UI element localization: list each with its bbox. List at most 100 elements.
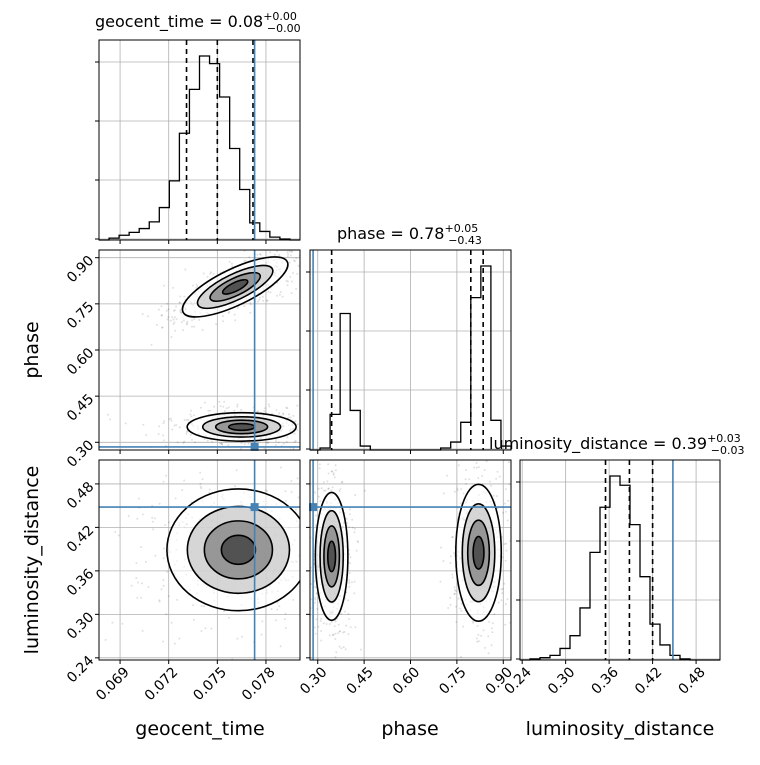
tick-label-x-luminosity-distance-1: 0.30 (545, 664, 578, 697)
scatter-point (320, 487, 323, 490)
scatter-point (107, 413, 110, 416)
scatter-point (179, 308, 182, 311)
scatter-point (349, 513, 351, 516)
scatter-point (339, 694, 341, 696)
scatter-point (199, 406, 202, 409)
scatter-point (327, 222, 329, 224)
scatter-point (475, 462, 478, 465)
scatter-point (158, 599, 161, 602)
scatter-point (220, 443, 223, 446)
scatter-point (462, 457, 464, 459)
scatter-point (355, 549, 358, 552)
tick-label-x-geocent-time-3: 0.078 (239, 664, 279, 704)
scatter-point (192, 618, 195, 621)
contour-geocent-time-vs-phase-0-2 (209, 271, 262, 303)
scatter-point (348, 508, 351, 511)
scatter-point (348, 618, 351, 620)
scatter-point (256, 410, 259, 413)
scatter-point (480, 436, 482, 438)
scatter-point (347, 633, 350, 636)
scatter-point (236, 405, 239, 408)
scatter-point (355, 555, 357, 557)
title-luminosity-distance: luminosity_distance = 0.39+0.03−0.03 (489, 432, 745, 457)
scatter-point (460, 609, 463, 612)
scatter-point (121, 622, 124, 625)
scatter-point (257, 300, 259, 303)
scatter-point (166, 302, 169, 305)
scatter-point (506, 598, 509, 601)
scatter-point (185, 419, 188, 421)
scatter-point (201, 478, 204, 481)
scatter-point (344, 610, 346, 613)
scatter-point (178, 301, 181, 304)
scatter-point (236, 403, 239, 406)
scatter-point (451, 536, 454, 539)
scatter-point (219, 405, 222, 407)
scatter-point (357, 541, 360, 544)
scatter-point (301, 424, 303, 426)
scatter-point (475, 466, 478, 469)
tick-label-y-phase-2: 0.60 (64, 345, 97, 378)
scatter-point (339, 488, 342, 491)
scatter-point (227, 444, 230, 447)
scatter-point (196, 285, 199, 288)
scatter-point (480, 634, 482, 637)
tick-label-y-phase-3: 0.75 (64, 299, 97, 332)
panel-frame-hist-phase (309, 249, 512, 451)
tick-label-y-luminosity-distance-3: 0.42 (64, 522, 97, 555)
scatter-point (296, 477, 299, 480)
scatter-point (172, 318, 175, 321)
scatter-point (221, 315, 224, 318)
scatter-point (295, 288, 298, 290)
scatter-point (249, 311, 252, 314)
scatter-point (114, 530, 117, 533)
scatter-point (258, 298, 261, 301)
scatter-point (193, 325, 196, 328)
contour-geocent-time-vs-phase-0-3 (221, 278, 249, 295)
tick-label-x-geocent-time-0: 0.069 (93, 664, 133, 704)
scatter-point (168, 418, 171, 421)
scatter-point (167, 316, 170, 318)
scatter-point (275, 409, 278, 412)
scatter-point (442, 492, 445, 495)
scatter-point (286, 436, 289, 439)
scatter-point (192, 604, 195, 607)
scatter-point (303, 255, 305, 257)
title-phase: phase = 0.78+0.05−0.43 (337, 222, 482, 247)
scatter-point (200, 487, 203, 490)
scatter-point (277, 441, 280, 444)
scatter-point (327, 487, 330, 490)
scatter-point (263, 410, 266, 412)
scatter-point (223, 410, 226, 413)
scatter-point (111, 621, 114, 624)
scatter-point (330, 489, 333, 492)
scatter-point (322, 622, 325, 625)
contour-geocent-time-vs-phase-0-0 (181, 256, 289, 318)
scatter-point (167, 308, 170, 311)
tick-label-y-phase-0: 0.30 (64, 437, 97, 470)
scatter-point (302, 439, 304, 441)
scatter-point (183, 295, 186, 298)
tick-label-y-phase-4: 0.90 (64, 253, 97, 286)
scatter-point (323, 454, 325, 456)
density-level-phase-vs-luminosity-distance-0-3 (327, 541, 336, 572)
scatter-point (220, 442, 223, 445)
scatter-point (163, 284, 165, 287)
scatter-point (221, 443, 224, 446)
scatter-point (279, 246, 281, 248)
scatter-point (140, 596, 143, 599)
scatter-point (172, 286, 174, 289)
tick-label-x-geocent-time-1: 0.072 (142, 664, 182, 704)
scatter-point (336, 632, 339, 635)
scatter-point (320, 624, 322, 626)
contour-geocent-time-vs-luminosity-distance-0-2 (203, 520, 274, 580)
scatter-point (481, 439, 483, 441)
scatter-point (141, 313, 144, 316)
scatter-point (302, 567, 304, 569)
scatter-point (269, 291, 272, 294)
scatter-point (334, 464, 337, 467)
scatter-point (187, 418, 190, 421)
truth-marker-phase-vs-luminosity-distance (309, 503, 318, 512)
scatter-point (314, 514, 317, 517)
scatter-point (504, 603, 507, 606)
